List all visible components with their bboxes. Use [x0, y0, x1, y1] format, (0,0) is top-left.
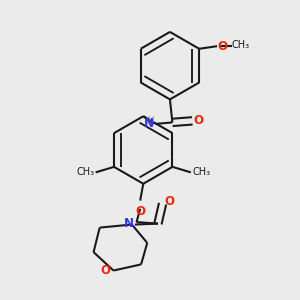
Text: O: O: [164, 195, 174, 208]
Text: CH₃: CH₃: [76, 167, 94, 177]
Text: O: O: [217, 40, 227, 53]
Text: O: O: [194, 114, 204, 127]
Text: N: N: [144, 117, 154, 130]
Text: N: N: [124, 217, 134, 230]
Text: H: H: [147, 116, 154, 125]
Text: CH₃: CH₃: [232, 40, 250, 50]
Text: O: O: [135, 205, 145, 218]
Text: CH₃: CH₃: [192, 167, 210, 177]
Text: O: O: [100, 264, 110, 278]
